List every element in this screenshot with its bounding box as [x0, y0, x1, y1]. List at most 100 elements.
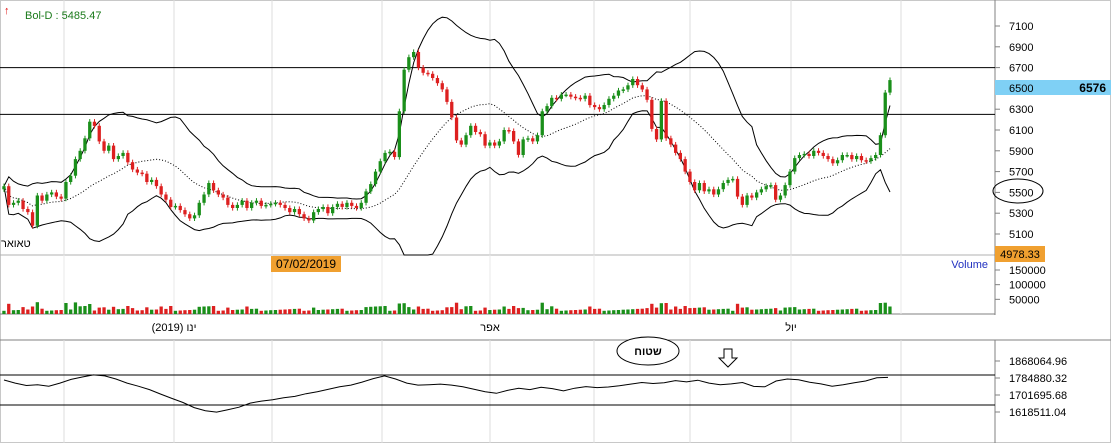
- candle-body: [378, 161, 382, 172]
- candle-body: [192, 215, 197, 219]
- volume-bar: [797, 309, 802, 314]
- candle-body: [793, 158, 797, 172]
- candle-body: [154, 179, 159, 187]
- candle-body: [83, 138, 87, 151]
- candle-body: [788, 171, 792, 186]
- volume-bar: [440, 310, 444, 314]
- candle-body: [164, 194, 168, 200]
- price-tick-label: 5500: [1009, 187, 1033, 199]
- flat-button-label[interactable]: שטוח: [634, 346, 662, 358]
- volume-bar: [497, 309, 501, 314]
- candle-body: [364, 191, 368, 203]
- volume-bar: [488, 310, 492, 314]
- lower-tick-label: 1701695.68: [1009, 390, 1067, 402]
- volume-bar: [240, 309, 244, 314]
- candle-body: [269, 203, 273, 206]
- candle-body: [850, 155, 854, 160]
- volume-bar: [21, 307, 25, 314]
- volume-bar: [678, 308, 682, 314]
- candle-body: [597, 107, 602, 110]
- candle-body: [50, 192, 54, 195]
- volume-bar: [73, 302, 78, 314]
- flat-button[interactable]: שטוח: [616, 336, 680, 366]
- low-label-box: [995, 246, 1045, 262]
- candle-body: [645, 89, 649, 100]
- volume-bar: [130, 308, 135, 314]
- candle-body: [840, 155, 844, 161]
- candle-body: [35, 195, 39, 226]
- candle-body: [650, 99, 654, 129]
- volume-bar: [259, 310, 263, 314]
- date-label: 07/02/2019: [276, 257, 336, 271]
- volume-bar: [774, 308, 778, 314]
- candle-body: [593, 105, 597, 108]
- candle-body: [307, 218, 311, 221]
- candle-body: [130, 162, 135, 170]
- volume-bar: [826, 310, 830, 314]
- candle-body: [654, 129, 659, 140]
- candle-body: [459, 140, 463, 145]
- candle-body: [159, 186, 163, 195]
- candle-body: [783, 185, 787, 196]
- volume-bar: [669, 309, 673, 314]
- candle-body: [716, 189, 721, 195]
- candle-body: [135, 169, 139, 173]
- candle-body: [283, 204, 287, 208]
- volume-bar: [621, 309, 625, 314]
- candle-body: [616, 90, 621, 96]
- candle-body: [278, 202, 282, 205]
- volume-bar: [45, 310, 49, 314]
- candle-body: [621, 89, 625, 91]
- candle-body: [640, 85, 644, 90]
- low-label: 4978.33: [1000, 249, 1040, 261]
- volume-bar: [30, 306, 35, 314]
- volume-bar: [674, 306, 678, 314]
- candle-body: [73, 159, 78, 176]
- candle-body: [469, 125, 473, 136]
- volume-bar: [769, 308, 773, 314]
- volume-bar: [407, 307, 411, 314]
- volume-bar: [735, 303, 740, 314]
- volume-bar: [278, 309, 282, 314]
- volume-bar: [593, 308, 597, 314]
- candle-body: [102, 141, 106, 151]
- volume-bar: [507, 308, 511, 314]
- middle-band-line: [3, 95, 891, 210]
- candle-body: [407, 57, 411, 70]
- candle-body: [774, 185, 778, 200]
- volume-bar: [116, 309, 120, 314]
- volume-bar: [16, 310, 20, 314]
- candle-body: [797, 155, 802, 159]
- candle-body: [512, 131, 516, 142]
- highlight-tick: 6500: [1009, 83, 1033, 95]
- candle-body: [702, 183, 706, 192]
- x-label-april: אפר: [480, 322, 500, 334]
- volume-bar: [469, 306, 473, 314]
- volume-bar: [721, 308, 725, 314]
- volume-bar: [245, 306, 249, 314]
- volume-bar: [102, 307, 106, 314]
- volume-bar: [788, 307, 792, 314]
- candle-body: [45, 194, 49, 201]
- volume-bar: [640, 308, 644, 314]
- candle-body: [807, 153, 811, 156]
- volume-bar: [40, 308, 44, 314]
- volume-bar: [145, 307, 149, 314]
- volume-bar: [545, 309, 549, 314]
- volume-bar: [207, 306, 211, 314]
- flat-button-outline[interactable]: [616, 336, 680, 366]
- volume-bar: [254, 308, 259, 314]
- candle-body: [859, 156, 864, 161]
- volume-bar: [283, 309, 287, 314]
- volume-bar: [616, 310, 621, 314]
- candle-body: [412, 52, 416, 58]
- candle-body: [197, 202, 201, 216]
- candle-body: [526, 138, 530, 140]
- volume-bar: [126, 306, 130, 314]
- lower-tick-label: 1868064.96: [1009, 356, 1067, 368]
- volume-bar: [473, 310, 478, 314]
- candle-body: [7, 186, 11, 205]
- candle-body: [740, 196, 744, 205]
- volume-bar: [226, 307, 230, 314]
- circled-tick-marker: [992, 178, 1044, 204]
